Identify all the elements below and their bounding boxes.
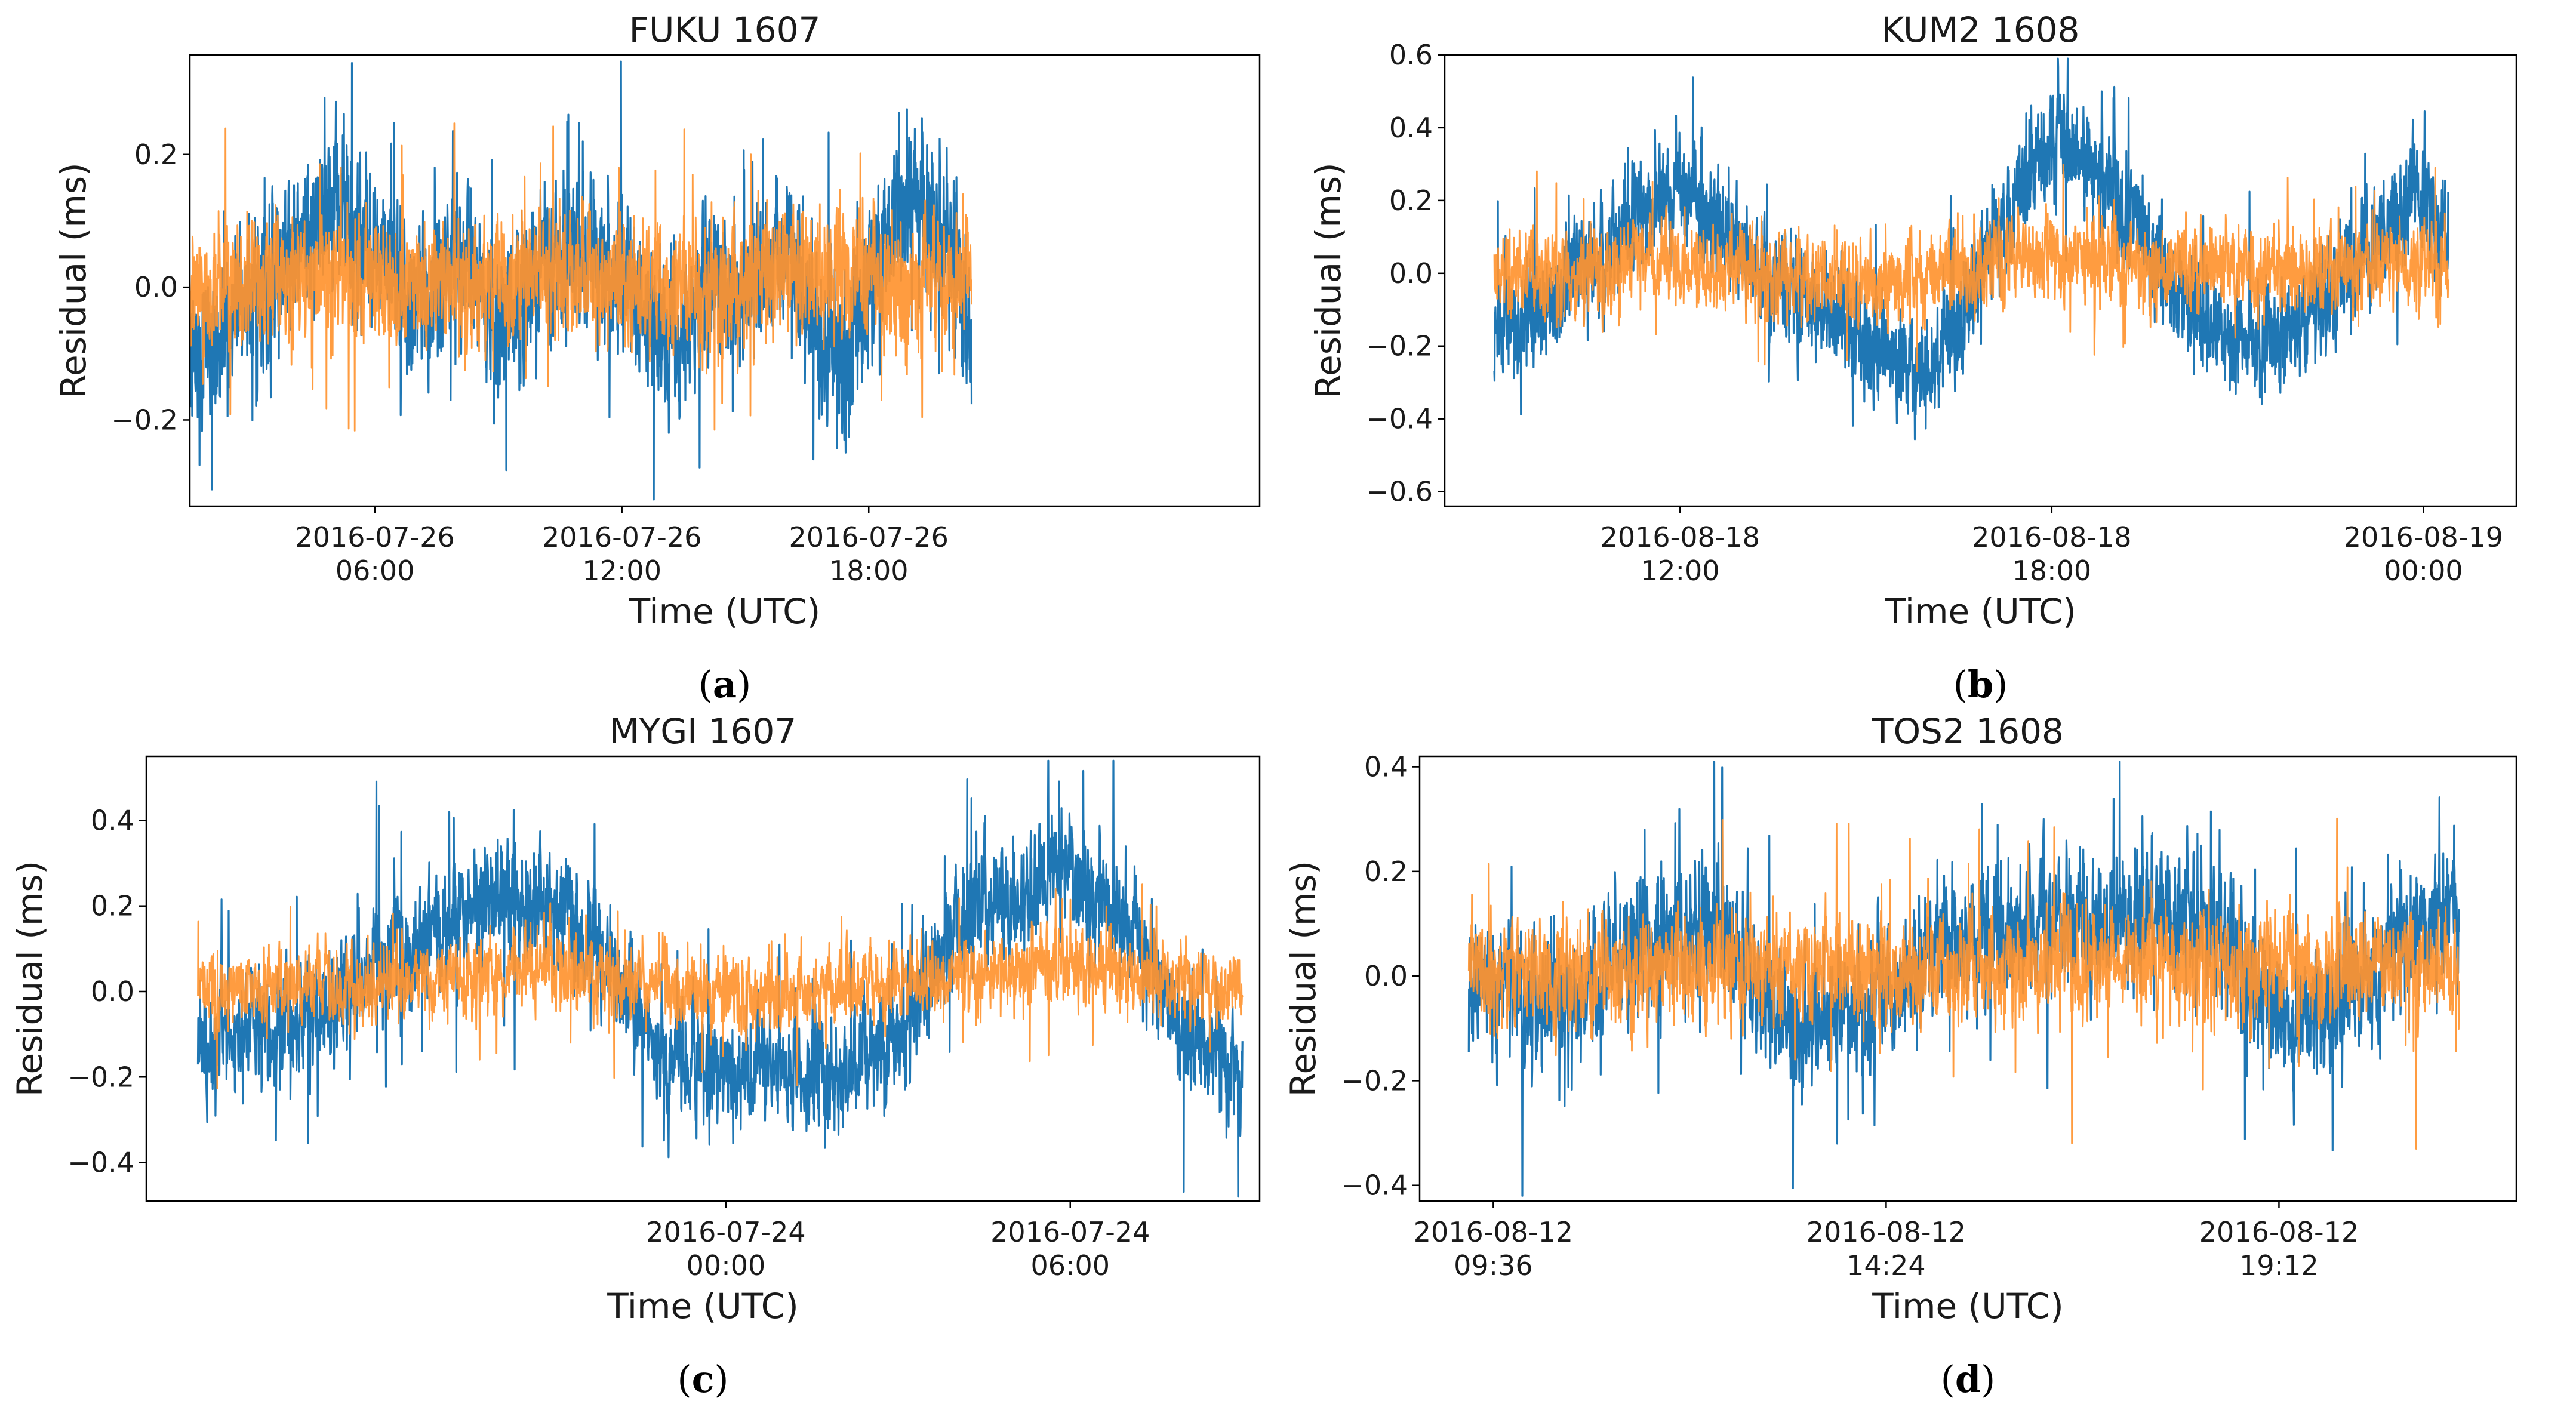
panel-caption: (a) xyxy=(698,663,752,706)
x-tick-label-time: 00:00 xyxy=(687,1249,766,1282)
series-line-2 xyxy=(190,122,972,432)
y-tick-label: 0.4 xyxy=(91,804,134,836)
x-tick-label-time: 12:00 xyxy=(1641,555,1720,587)
series-line-2 xyxy=(1467,817,2460,1150)
y-tick-label: 0.2 xyxy=(91,890,134,922)
y-tick-label: 0.6 xyxy=(1389,39,1433,71)
x-tick-label-time: 18:00 xyxy=(2012,555,2092,587)
y-tick-label: −0.4 xyxy=(1341,1169,1408,1202)
y-axis-label: Residual (ms) xyxy=(53,162,94,398)
plot-area xyxy=(1467,761,2460,1197)
y-tick-label: 0.0 xyxy=(1389,257,1433,290)
plot-area xyxy=(1493,57,2449,441)
y-tick-label: 0.0 xyxy=(91,975,134,1008)
y-axis-label: Residual (ms) xyxy=(10,861,50,1097)
chart-panel-b: −0.6−0.4−0.20.00.20.40.62016-08-1812:002… xyxy=(1308,10,2517,706)
chart-title: FUKU 1607 xyxy=(629,10,821,50)
y-tick-label: −0.2 xyxy=(1341,1064,1408,1097)
y-tick-label: −0.2 xyxy=(111,404,178,436)
x-axis-label: Time (UTC) xyxy=(607,1286,799,1326)
x-axis-label: Time (UTC) xyxy=(1872,1286,2064,1326)
x-tick-label-time: 06:00 xyxy=(336,555,415,587)
y-tick-label: 0.0 xyxy=(1364,960,1408,992)
x-tick-label-time: 14:24 xyxy=(1846,1249,1926,1282)
plot-area xyxy=(196,759,1244,1198)
chart-panel-c: −0.4−0.20.00.20.42016-07-2400:002016-07-… xyxy=(10,711,1261,1401)
chart-panel-d: −0.4−0.20.00.20.42016-08-1209:362016-08-… xyxy=(1283,711,2517,1401)
panel-caption: (c) xyxy=(677,1357,728,1401)
x-tick-label-time: 18:00 xyxy=(829,555,909,587)
x-tick-label-date: 2016-07-24 xyxy=(646,1216,805,1248)
x-tick-label-time: 00:00 xyxy=(2384,555,2463,587)
x-tick-label-time: 19:12 xyxy=(2239,1249,2319,1282)
panel-caption: (d) xyxy=(1941,1357,1996,1401)
y-tick-label: 0.4 xyxy=(1364,751,1408,783)
y-tick-label: −0.4 xyxy=(1366,403,1433,435)
chart-title: KUM2 1608 xyxy=(1882,10,2080,50)
plot-frame xyxy=(1418,755,2517,1202)
y-axis-label: Residual (ms) xyxy=(1308,162,1349,398)
chart-title: TOS2 1608 xyxy=(1872,711,2064,752)
x-tick-label-time: 09:36 xyxy=(1454,1249,1533,1282)
x-tick-label-date: 2016-08-18 xyxy=(1601,521,1760,553)
chart-panel-a: −0.20.00.22016-07-2606:002016-07-2612:00… xyxy=(53,10,1261,706)
series-line-2 xyxy=(1493,163,2449,372)
y-tick-label: 0.2 xyxy=(134,138,178,171)
panel-caption: (b) xyxy=(1953,663,2008,706)
y-tick-label: 0.4 xyxy=(1389,112,1433,144)
y-tick-label: 0.0 xyxy=(134,271,178,303)
x-tick-label-time: 06:00 xyxy=(1030,1249,1110,1282)
y-tick-label: 0.2 xyxy=(1389,184,1433,217)
plot-frame xyxy=(189,54,1261,507)
x-tick-label-date: 2016-08-12 xyxy=(1806,1216,1966,1248)
y-tick-label: −0.2 xyxy=(67,1061,134,1093)
x-tick-label-date: 2016-07-24 xyxy=(990,1216,1150,1248)
plot-frame xyxy=(145,755,1261,1202)
series-line-2 xyxy=(197,883,1244,1089)
y-axis-label: Residual (ms) xyxy=(1283,861,1324,1097)
y-tick-label: −0.6 xyxy=(1366,476,1433,508)
x-tick-label-date: 2016-08-18 xyxy=(1972,521,2131,553)
x-tick-label-date: 2016-07-26 xyxy=(295,521,454,553)
x-tick-label-date: 2016-08-12 xyxy=(2199,1216,2359,1248)
y-tick-label: −0.2 xyxy=(1366,330,1433,362)
x-axis-label: Time (UTC) xyxy=(1884,591,2076,632)
x-tick-label-date: 2016-07-26 xyxy=(789,521,949,553)
y-tick-label: −0.4 xyxy=(67,1147,134,1179)
x-tick-label-date: 2016-08-19 xyxy=(2344,521,2503,553)
plot-frame xyxy=(1444,54,2517,507)
x-tick-label-date: 2016-08-12 xyxy=(1414,1216,1573,1248)
x-tick-label-date: 2016-07-26 xyxy=(542,521,701,553)
y-tick-label: 0.2 xyxy=(1364,855,1408,888)
x-axis-label: Time (UTC) xyxy=(629,591,821,632)
chart-title: MYGI 1607 xyxy=(610,711,797,752)
x-tick-label-time: 12:00 xyxy=(582,555,661,587)
plot-area xyxy=(190,60,973,501)
